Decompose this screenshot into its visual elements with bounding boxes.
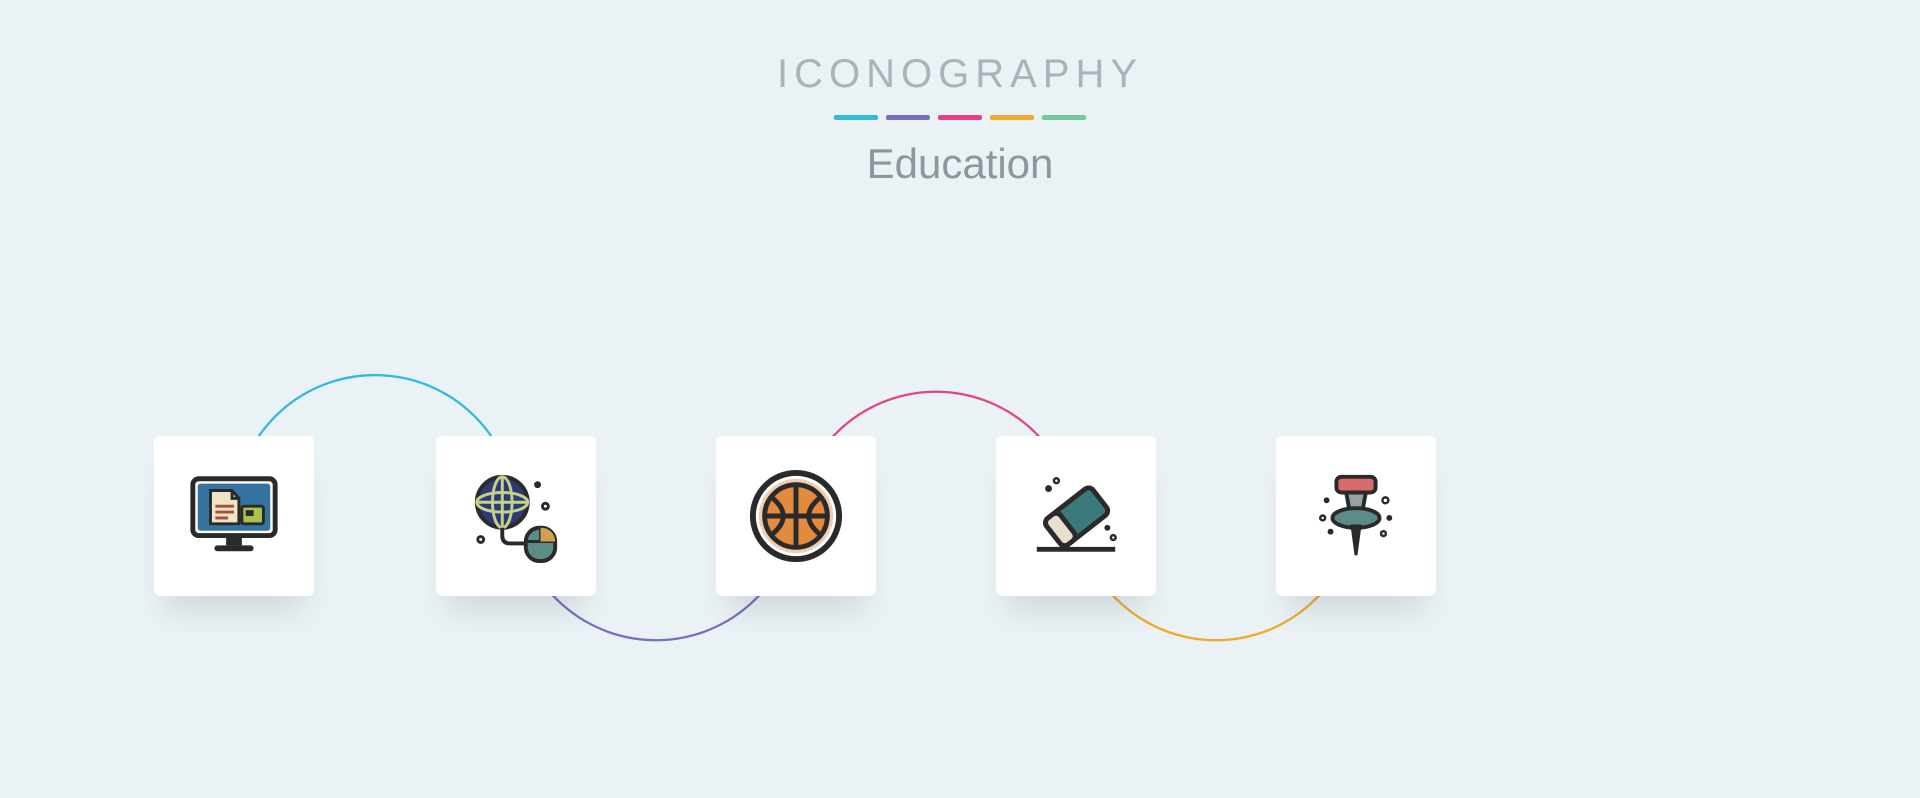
subtitle-text: Education (777, 140, 1143, 188)
dash-2 (938, 115, 982, 120)
computer-document-icon (185, 467, 283, 565)
icon-card-basketball (716, 436, 876, 596)
dash-0 (834, 115, 878, 120)
icon-card-eraser (996, 436, 1156, 596)
dash-3 (990, 115, 1034, 120)
basketball-icon (747, 467, 845, 565)
dash-1 (886, 115, 930, 120)
brand-text: ICONOGRAPHY (777, 52, 1143, 97)
eraser-icon (1027, 467, 1125, 565)
accent-dashes (777, 115, 1143, 120)
icon-card-pushpin (1276, 436, 1436, 596)
pushpin-icon (1307, 467, 1405, 565)
stage: ICONOGRAPHY Education (0, 0, 1920, 798)
globe-mouse-icon (467, 467, 565, 565)
dash-4 (1042, 115, 1086, 120)
header: ICONOGRAPHY Education (777, 52, 1143, 188)
icon-card-globe (436, 436, 596, 596)
icon-card-computer (154, 436, 314, 596)
